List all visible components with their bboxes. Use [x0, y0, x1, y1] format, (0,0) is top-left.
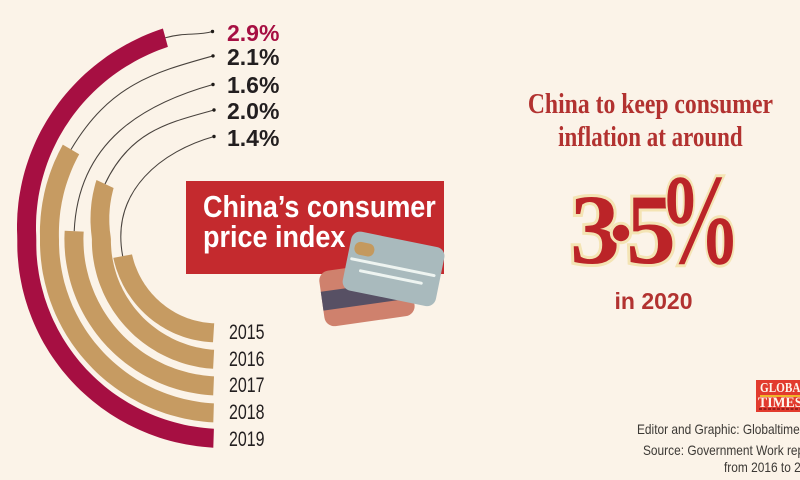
svg-text:5: 5 — [626, 174, 676, 280]
svg-text:%: % — [659, 150, 741, 280]
